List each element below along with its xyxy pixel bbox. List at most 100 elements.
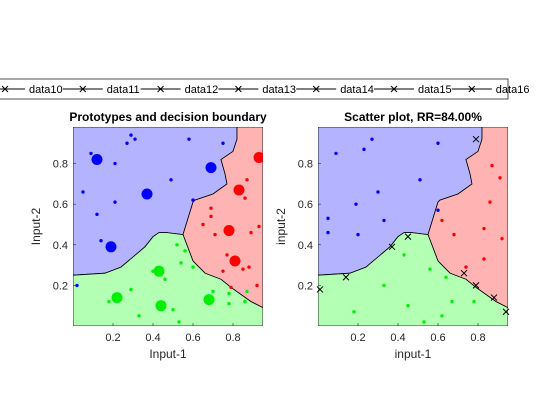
red-sample-point xyxy=(245,178,248,181)
y-axis-label: input-2 xyxy=(274,208,288,245)
red-sample-point xyxy=(209,207,212,210)
red-sample-point xyxy=(482,257,485,260)
blue-sample-point xyxy=(133,137,136,140)
blue-sample-point xyxy=(95,213,98,216)
green-sample-point xyxy=(177,320,180,323)
red-sample-point xyxy=(225,253,228,256)
red-sample-point xyxy=(500,237,503,240)
green-sample-point xyxy=(444,276,447,279)
green-sample-point xyxy=(137,314,140,317)
y-tick-label: 0.8 xyxy=(298,159,313,171)
blue-sample-point xyxy=(113,162,116,165)
green-prototype xyxy=(112,292,123,303)
x-tick-label: 0.4 xyxy=(145,332,160,344)
green-sample-point xyxy=(440,314,443,317)
legend-label: data15 xyxy=(418,84,452,96)
x-tick-label: 0.6 xyxy=(185,332,200,344)
blue-sample-point xyxy=(436,209,439,212)
blue-sample-point xyxy=(125,142,128,145)
y-tick-label: 0.2 xyxy=(298,280,313,292)
green-sample-point xyxy=(245,290,248,293)
red-sample-point xyxy=(452,233,455,236)
blue-sample-point xyxy=(436,142,439,145)
y-tick-label: 0.4 xyxy=(53,240,68,252)
blue-sample-point xyxy=(187,137,190,140)
green-sample-point xyxy=(211,290,214,293)
y-tick-label: 0.6 xyxy=(298,199,313,211)
green-sample-point xyxy=(243,300,246,303)
green-sample-point xyxy=(175,243,178,246)
red-sample-point xyxy=(464,265,467,268)
chart-title: Scatter plot, RR=84.00% xyxy=(344,110,482,124)
legend-label: data16 xyxy=(496,84,530,96)
red-sample-point xyxy=(229,286,232,289)
legend-label: data13 xyxy=(262,84,296,96)
red-sample-point xyxy=(247,265,250,268)
blue-sample-point xyxy=(418,178,421,181)
legend-label: data14 xyxy=(340,84,374,96)
blue-sample-point xyxy=(221,142,224,145)
red-prototype xyxy=(224,225,235,236)
blue-sample-point xyxy=(354,202,357,205)
green-sample-point xyxy=(183,249,186,252)
blue-sample-point xyxy=(113,200,116,203)
red-sample-point xyxy=(213,233,216,236)
red-sample-point xyxy=(440,219,443,222)
red-sample-point xyxy=(221,269,224,272)
green-prototype xyxy=(156,300,167,311)
green-sample-point xyxy=(227,292,230,295)
red-sample-point xyxy=(249,231,252,234)
chart-title: Prototypes and decision boundary xyxy=(69,110,267,124)
y-tick-label: 0.8 xyxy=(53,159,68,171)
legend-label: data10 xyxy=(29,84,63,96)
x-tick-label: 0.2 xyxy=(105,332,120,344)
legend-label: data12 xyxy=(185,84,219,96)
green-sample-point xyxy=(163,278,166,281)
green-sample-point xyxy=(402,253,405,256)
blue-prototype xyxy=(106,241,117,252)
red-prototype xyxy=(234,184,245,195)
blue-sample-point xyxy=(326,217,329,220)
green-sample-point xyxy=(428,267,431,270)
blue-prototype xyxy=(206,162,217,173)
plot-area xyxy=(73,127,265,326)
red-sample-point xyxy=(241,267,244,270)
blue-sample-point xyxy=(376,190,379,193)
green-sample-point xyxy=(422,320,425,323)
green-sample-point xyxy=(191,265,194,268)
green-prototype xyxy=(204,294,215,305)
green-sample-point xyxy=(129,288,132,291)
blue-sample-point xyxy=(129,133,132,136)
green-sample-point xyxy=(382,284,385,287)
x-axis-label: input-1 xyxy=(395,347,432,361)
green-prototype xyxy=(154,266,165,277)
green-sample-point xyxy=(406,304,409,307)
blue-prototype xyxy=(142,189,153,200)
red-prototype xyxy=(254,152,265,163)
green-sample-point xyxy=(352,310,355,313)
blue-sample-point xyxy=(81,190,84,193)
red-sample-point xyxy=(209,215,212,218)
x-tick-label: 0.4 xyxy=(390,332,405,344)
green-sample-point xyxy=(171,308,174,311)
y-axis-label: Input-2 xyxy=(29,207,43,245)
red-sample-point xyxy=(243,196,246,199)
red-prototype xyxy=(230,256,241,267)
x-tick-label: 0.8 xyxy=(470,332,485,344)
y-tick-label: 0.4 xyxy=(298,240,313,252)
panel-prototypes: 0.2 0.4 0.6 0.8 0.2 0.4 0.6 0.8 Prototypes and d… xyxy=(29,110,267,361)
legend: data10 data11 data12 data13 data14 data15 data… xyxy=(0,79,529,99)
blue-sample-point xyxy=(326,231,329,234)
plot-area xyxy=(318,127,508,326)
red-sample-point xyxy=(490,164,493,167)
blue-sample-point xyxy=(334,152,337,155)
x-tick-label: 0.8 xyxy=(225,332,240,344)
blue-sample-point xyxy=(169,178,172,181)
green-sample-point xyxy=(179,261,182,264)
green-sample-point xyxy=(450,300,453,303)
green-sample-point xyxy=(107,300,110,303)
blue-sample-point xyxy=(89,152,92,155)
blue-sample-point xyxy=(382,219,385,222)
red-sample-point xyxy=(482,227,485,230)
